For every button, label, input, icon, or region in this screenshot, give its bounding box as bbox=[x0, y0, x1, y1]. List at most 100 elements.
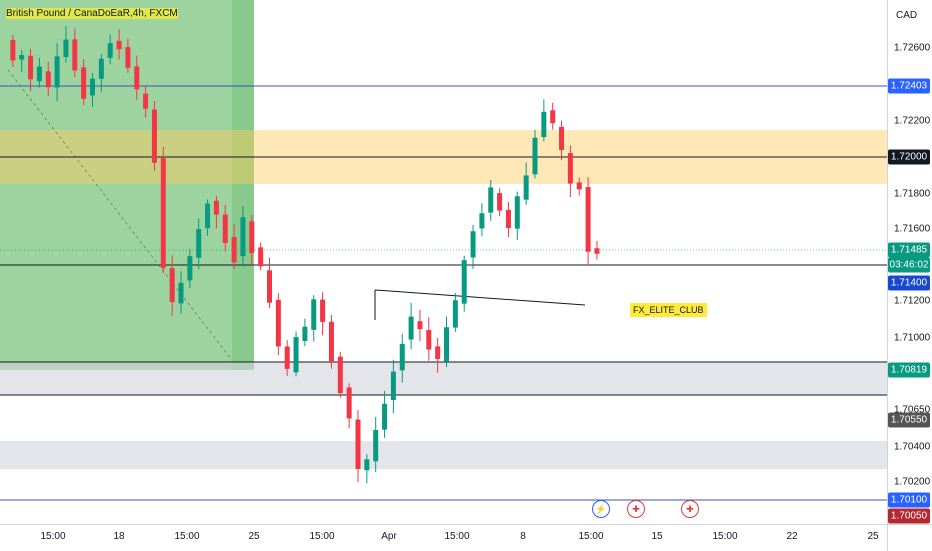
price-tag-blue-line: 1.72403 bbox=[888, 78, 930, 94]
time-tick: 15:00 bbox=[444, 531, 470, 542]
price-axis[interactable]: CAD 1.72600 1.72200 1.71800 1.71600 1.71… bbox=[887, 0, 932, 524]
price-tag-last: 1.71485 bbox=[888, 242, 930, 258]
candle-body bbox=[72, 39, 78, 71]
currency-label[interactable]: CAD bbox=[896, 10, 918, 21]
candle-body bbox=[275, 299, 281, 347]
candle-body bbox=[514, 196, 520, 229]
price-tag-zone: 1.70819 bbox=[888, 362, 930, 378]
candle-body bbox=[337, 356, 343, 394]
candle-body bbox=[550, 110, 556, 124]
candle-body bbox=[258, 247, 264, 267]
symbol-title-text: British Pound / CanaDoEaR,4h, FXCM bbox=[6, 8, 178, 19]
candle-body bbox=[249, 221, 255, 253]
candle-body bbox=[196, 229, 202, 258]
candle-body bbox=[444, 327, 449, 362]
candle-body bbox=[293, 337, 299, 373]
price-tag-line: 1.71400 bbox=[888, 275, 930, 291]
candle-body bbox=[134, 66, 140, 90]
candle-body bbox=[240, 217, 246, 257]
candle-body bbox=[151, 109, 157, 163]
candle-body bbox=[497, 193, 503, 211]
price-tick: 1.70650 bbox=[894, 404, 931, 416]
candle-body bbox=[169, 268, 175, 303]
candle-body bbox=[302, 326, 308, 341]
candle-body bbox=[399, 343, 405, 371]
candle-body bbox=[426, 330, 432, 350]
price-tick: 1.71200 bbox=[894, 295, 931, 307]
candle-body bbox=[143, 93, 149, 109]
annotation-label[interactable]: FX_ELITE_CLUB bbox=[630, 303, 707, 317]
time-tick: 8 bbox=[520, 531, 526, 542]
lightning-icon[interactable]: ⚡ bbox=[592, 500, 610, 518]
time-tick: 15:00 bbox=[174, 531, 200, 542]
price-tick: 1.71600 bbox=[894, 223, 931, 235]
candle-body bbox=[284, 346, 290, 369]
candle-body bbox=[470, 231, 476, 258]
candle-body bbox=[408, 316, 414, 340]
price-tick: 1.72600 bbox=[894, 42, 931, 54]
candle-body bbox=[373, 429, 379, 462]
candle-body bbox=[417, 321, 423, 330]
time-axis[interactable]: 15:00 18 15:00 25 15:00 Apr 15:00 8 15:0… bbox=[0, 524, 887, 551]
countdown-tag: 03:46:02 bbox=[888, 257, 930, 273]
chart-canvas[interactable]: British Pound / CanaDoEaR,4h, FXCM FX_EL… bbox=[0, 0, 887, 524]
candle-body bbox=[90, 78, 95, 96]
time-tick: 15 bbox=[651, 531, 663, 542]
symbol-title[interactable]: British Pound / CanaDoEaR,4h, FXCM bbox=[6, 8, 178, 19]
time-tick: Apr bbox=[381, 531, 397, 542]
candle-body bbox=[267, 270, 272, 303]
candle-body bbox=[523, 175, 529, 200]
candle-body bbox=[328, 321, 334, 362]
demand-zone bbox=[0, 362, 887, 395]
candle-body bbox=[45, 71, 51, 88]
candle-body bbox=[19, 55, 25, 60]
time-tick: 25 bbox=[248, 531, 260, 542]
price-tick: 1.71800 bbox=[894, 188, 931, 200]
candle-body bbox=[36, 66, 42, 82]
candle-body bbox=[488, 187, 494, 213]
candle-body bbox=[311, 299, 317, 330]
price-tag-zone: 1.70550 bbox=[888, 412, 930, 428]
candle-body bbox=[576, 182, 582, 190]
candle-body bbox=[435, 346, 441, 359]
candle-body bbox=[346, 387, 352, 419]
candle-body bbox=[390, 371, 396, 400]
candle-body bbox=[231, 237, 237, 263]
candle-body bbox=[54, 56, 60, 88]
position-diagonal bbox=[7, 69, 233, 361]
candle-body bbox=[160, 158, 166, 268]
candle-body bbox=[567, 153, 573, 184]
long-position-zone-edge bbox=[232, 0, 254, 370]
candle-body bbox=[98, 58, 104, 79]
price-tag-black-line: 1.72000 bbox=[888, 149, 930, 165]
trend-line bbox=[374, 289, 586, 306]
candle-body bbox=[28, 55, 34, 80]
candle-body bbox=[364, 459, 370, 471]
chart-svg bbox=[0, 0, 887, 501]
candle-body bbox=[594, 248, 600, 254]
candle-body bbox=[178, 282, 184, 304]
price-tag-blue-line: 1.70100 bbox=[888, 492, 930, 508]
price-tag-red: 1.70050 bbox=[888, 508, 930, 524]
time-tick: 15:00 bbox=[309, 531, 335, 542]
candle-body bbox=[559, 126, 565, 150]
candle-body bbox=[10, 39, 16, 61]
candle-body bbox=[505, 209, 511, 229]
candle-body bbox=[125, 47, 131, 68]
candle-body bbox=[81, 67, 87, 99]
price-tick: 1.70400 bbox=[894, 441, 931, 453]
candle-body bbox=[479, 213, 485, 229]
candle-body bbox=[461, 260, 467, 304]
candle-body bbox=[63, 39, 69, 57]
price-tick: 1.71000 bbox=[894, 332, 931, 344]
uk-flag-icon[interactable]: ✚ bbox=[627, 500, 645, 518]
candle-body bbox=[541, 111, 547, 138]
candle-body bbox=[187, 256, 193, 281]
candle-body bbox=[452, 300, 458, 328]
time-tick: 15:00 bbox=[578, 531, 604, 542]
time-tick: 15:00 bbox=[40, 531, 66, 542]
uk-flag-icon[interactable]: ✚ bbox=[681, 500, 699, 518]
axis-corner bbox=[887, 524, 932, 551]
time-tick: 15:00 bbox=[712, 531, 738, 542]
candle-body bbox=[116, 40, 122, 50]
